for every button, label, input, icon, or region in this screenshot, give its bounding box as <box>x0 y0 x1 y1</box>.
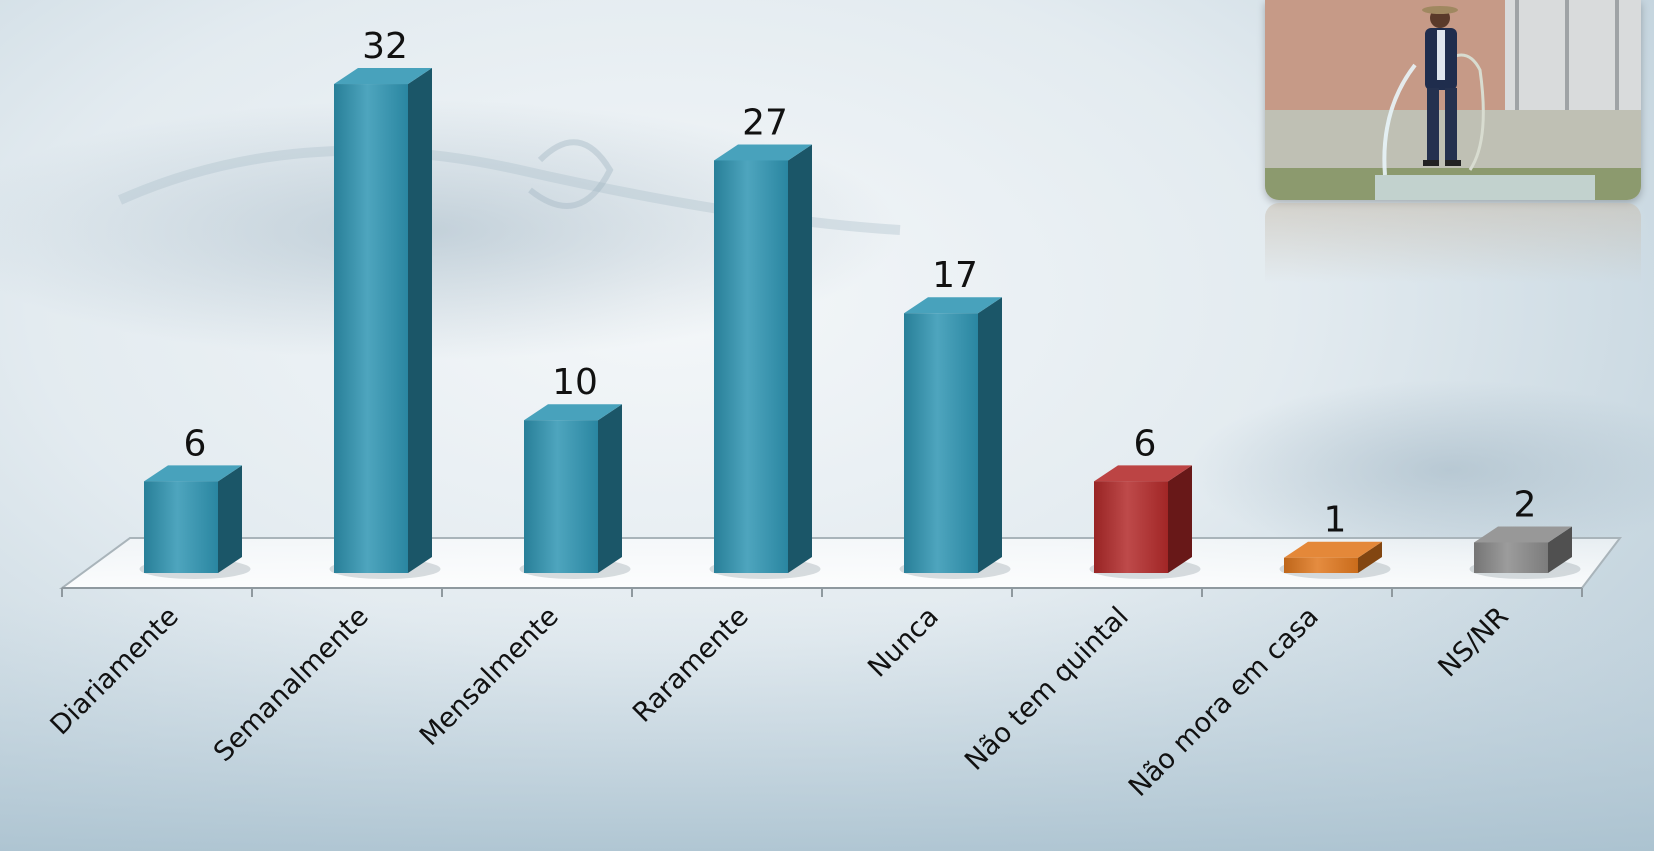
bar <box>899 297 1011 579</box>
x-tick-label: Semanalmente <box>208 601 375 768</box>
x-tick-label: Diariamente <box>45 601 185 741</box>
chart-floor <box>58 537 1623 589</box>
bar <box>709 144 821 579</box>
bar <box>139 465 251 579</box>
data-label: 6 <box>184 423 207 464</box>
data-label: 2 <box>1514 484 1537 525</box>
data-label: 17 <box>932 255 978 296</box>
bar <box>1279 541 1391 579</box>
data-label: 27 <box>742 102 788 143</box>
bar <box>1089 465 1201 579</box>
x-tick-label: Não tem quintal <box>959 601 1135 777</box>
bar <box>329 68 441 579</box>
x-tick-label: NS/NR <box>1432 601 1514 683</box>
man-washing-sidewalk-photo <box>1265 0 1641 200</box>
x-tick-label: Mensalmente <box>414 601 565 752</box>
photo-illustration <box>1265 0 1641 200</box>
x-tick-label: Raramente <box>627 601 755 729</box>
bar <box>1469 526 1581 579</box>
data-label: 1 <box>1324 500 1347 541</box>
data-label: 32 <box>362 26 408 67</box>
x-tick-label: Nunca <box>862 601 945 684</box>
x-tick-label: Não mora em casa <box>1123 601 1325 803</box>
data-label: 6 <box>1134 423 1157 464</box>
bar <box>519 404 631 579</box>
photo-reflection <box>1265 203 1641 283</box>
data-label: 10 <box>552 362 598 403</box>
